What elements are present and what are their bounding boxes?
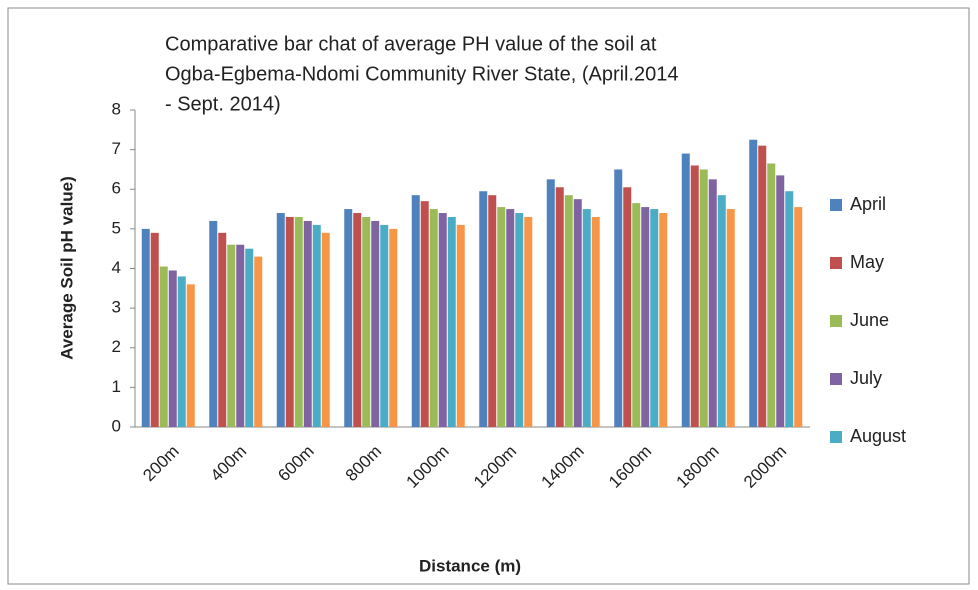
- bar: [582, 209, 591, 427]
- bar: [420, 201, 429, 427]
- bar: [294, 216, 303, 427]
- bar: [141, 228, 150, 427]
- y-tick-label: 2: [112, 337, 121, 356]
- bar: [641, 207, 650, 427]
- bar: [438, 213, 447, 427]
- bar: [767, 163, 776, 427]
- bar: [659, 213, 668, 427]
- y-tick-label: 0: [112, 416, 121, 435]
- y-tick-label: 7: [112, 139, 121, 158]
- bar: [717, 195, 726, 427]
- legend-label: August: [850, 426, 906, 446]
- bar: [456, 224, 465, 427]
- legend-swatch: [830, 315, 842, 327]
- bar: [506, 209, 515, 427]
- legend-label: May: [850, 252, 884, 272]
- legend-swatch: [830, 373, 842, 385]
- y-tick-label: 6: [112, 179, 121, 198]
- bar: [285, 216, 294, 427]
- bar: [150, 232, 159, 427]
- bar: [344, 209, 353, 427]
- bar: [497, 207, 506, 427]
- bar: [591, 216, 600, 427]
- bar: [555, 187, 564, 427]
- legend-swatch: [830, 199, 842, 211]
- legend-label: April: [850, 194, 886, 214]
- bar: [312, 224, 321, 427]
- bar: [254, 256, 263, 427]
- y-tick-label: 3: [112, 298, 121, 317]
- bar: [276, 213, 285, 427]
- bar: [749, 139, 758, 427]
- y-axis-label: Average Soil pH value): [57, 176, 76, 360]
- chart-title: Ogba-Egbema-Ndomi Community River State,…: [165, 63, 679, 85]
- bar: [614, 169, 623, 427]
- chart-title: - Sept. 2014): [165, 93, 281, 115]
- bar: [447, 216, 456, 427]
- bar: [681, 153, 690, 427]
- bar: [177, 276, 186, 427]
- bar: [429, 209, 438, 427]
- bar: [488, 195, 497, 427]
- bar: [632, 203, 641, 427]
- bar: [371, 220, 380, 427]
- bar: [362, 216, 371, 427]
- bar: [389, 228, 398, 427]
- y-tick-label: 1: [112, 377, 121, 396]
- bar: [245, 248, 254, 427]
- legend-label: July: [850, 368, 882, 388]
- bar: [515, 213, 524, 427]
- bar: [380, 224, 389, 427]
- bar: [708, 179, 717, 427]
- bar: [690, 165, 699, 427]
- bar: [479, 191, 488, 427]
- bar: [353, 213, 362, 427]
- bar: [699, 169, 708, 427]
- x-axis-label: Distance (m): [419, 556, 521, 575]
- bar: [303, 220, 312, 427]
- bar: [785, 191, 794, 427]
- bar: [321, 232, 330, 427]
- bar: [794, 207, 803, 427]
- legend-swatch: [830, 431, 842, 443]
- bar: [159, 266, 168, 427]
- bar: [524, 216, 533, 427]
- bar: [573, 199, 582, 427]
- bar: [758, 145, 767, 427]
- bar: [209, 220, 218, 427]
- bar: [186, 284, 195, 427]
- y-tick-label: 4: [112, 258, 121, 277]
- y-tick-label: 5: [112, 218, 121, 237]
- bar: [564, 195, 573, 427]
- bar: [776, 175, 785, 427]
- chart-title: Comparative bar chat of average PH value…: [165, 33, 657, 55]
- legend-label: June: [850, 310, 889, 330]
- bar: [411, 195, 420, 427]
- bar: [546, 179, 555, 427]
- y-tick-label: 8: [112, 99, 121, 118]
- bar: [623, 187, 632, 427]
- bar: [168, 270, 177, 427]
- bar: [726, 209, 735, 427]
- bar: [227, 244, 236, 427]
- bar: [236, 244, 245, 427]
- legend-swatch: [830, 257, 842, 269]
- bar: [650, 209, 659, 427]
- bar: [218, 232, 227, 427]
